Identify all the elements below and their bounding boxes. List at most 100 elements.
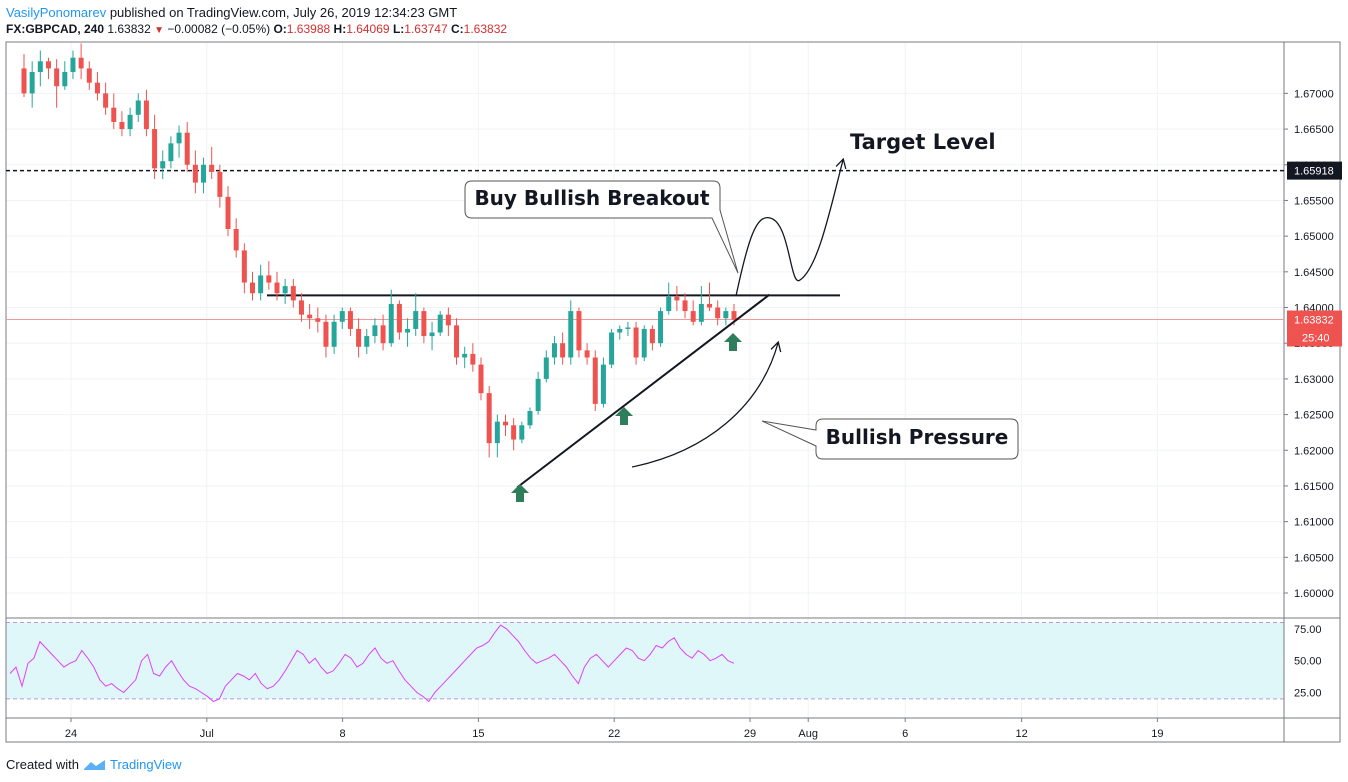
- high-value: 1.64069: [346, 22, 390, 36]
- candle-body: [609, 332, 615, 365]
- breakout-projection-path[interactable]: [735, 157, 847, 297]
- candle: [600, 357, 606, 408]
- candle-body: [298, 300, 304, 315]
- candle: [445, 307, 451, 337]
- up-arrow-icon: [615, 407, 633, 425]
- candle: [192, 150, 198, 194]
- time-tick-label: 24: [65, 728, 77, 740]
- price-tick-label: 1.65500: [1294, 195, 1334, 207]
- candle-body: [625, 327, 631, 329]
- down-triangle-icon: ▼: [154, 25, 165, 36]
- candle-body: [29, 71, 35, 94]
- candle-body: [347, 311, 353, 329]
- candle-body: [707, 303, 713, 308]
- rsi-axis[interactable]: 75.00 50.00 25.00: [1294, 624, 1322, 700]
- candle-body: [54, 68, 60, 87]
- price-tags: 1.65918 1.63832 25:40: [1287, 161, 1342, 347]
- time-axis[interactable]: 24 Jul 8 15 22 29 Aug 6 12 19: [65, 718, 1164, 740]
- candle-body: [454, 325, 460, 358]
- symbol-label: FX:GBPCAD, 240: [6, 22, 105, 36]
- candle-body: [731, 311, 737, 320]
- candle: [347, 307, 353, 337]
- candle-body: [339, 311, 345, 322]
- countdown-tag: [1287, 328, 1342, 347]
- candle: [323, 314, 329, 358]
- price-tick-label: 1.60000: [1294, 588, 1334, 600]
- candle-body: [641, 328, 647, 358]
- close-value: 1.63832: [463, 22, 508, 36]
- rsi-tick-label: 75.00: [1294, 624, 1322, 636]
- candle: [649, 325, 655, 351]
- candle: [617, 325, 623, 340]
- tradingview-link[interactable]: TradingView: [110, 757, 182, 772]
- open-label: O:: [273, 22, 287, 36]
- candle: [250, 271, 256, 301]
- candle-body: [527, 411, 533, 426]
- candle: [723, 307, 729, 326]
- candle-body: [209, 164, 215, 172]
- candle-body: [658, 311, 664, 344]
- candle: [421, 307, 427, 344]
- price-tick-label: 1.64500: [1294, 267, 1334, 279]
- candle: [633, 321, 639, 365]
- author-link[interactable]: VasilyPonomarev: [6, 5, 107, 20]
- candle: [527, 407, 533, 429]
- candle: [217, 164, 223, 208]
- candle-body: [723, 311, 729, 319]
- candle: [160, 150, 166, 180]
- last-price: 1.63832: [107, 22, 151, 36]
- candle-body: [176, 132, 182, 144]
- current-price-tag: [1287, 310, 1342, 329]
- candle-body: [560, 343, 566, 358]
- price-tick-label: 1.62500: [1294, 410, 1334, 422]
- symbol-info: FX:GBPCAD, 240 1.63832 ▼ −0.00082 (−0.05…: [6, 22, 507, 36]
- candle: [380, 314, 386, 351]
- high-label: H:: [333, 22, 347, 36]
- candle: [707, 282, 713, 312]
- candle: [54, 59, 60, 108]
- candle: [666, 282, 672, 315]
- candle-body: [494, 421, 500, 444]
- up-arrow-icon: [724, 333, 742, 351]
- candle: [21, 54, 27, 97]
- price-tick-label: 1.62000: [1294, 445, 1334, 457]
- current-price-tag-label: 1.63832: [1294, 315, 1334, 327]
- ascending-trendline[interactable]: [516, 293, 771, 489]
- rsi-tick-label: 50.00: [1294, 656, 1322, 668]
- candle-body: [584, 350, 590, 358]
- candle: [274, 271, 280, 301]
- candle-body: [192, 164, 198, 183]
- candle: [37, 50, 43, 87]
- candle-body: [396, 303, 402, 333]
- created-with-text: Created with: [6, 757, 79, 772]
- candle-body: [388, 303, 394, 344]
- candle: [470, 343, 476, 372]
- time-tick-label: 6: [902, 728, 908, 740]
- price-axis[interactable]: 1.670001.665001.660001.655001.650001.645…: [1284, 88, 1334, 600]
- candle: [339, 307, 345, 329]
- candle: [429, 321, 435, 351]
- candle-body: [160, 161, 166, 169]
- price-tick-label: 1.63000: [1294, 374, 1334, 386]
- candle: [62, 61, 68, 90]
- candle-body: [201, 164, 207, 183]
- candle: [111, 93, 117, 130]
- up-arrow-icon: [511, 484, 529, 502]
- candle: [674, 286, 680, 312]
- candle: [502, 414, 508, 436]
- candle: [315, 307, 321, 333]
- time-tick-label: Aug: [798, 728, 818, 740]
- candle-body: [78, 57, 84, 69]
- bullish-pressure-arrow[interactable]: [631, 340, 782, 468]
- candle-body: [250, 282, 256, 294]
- rsi-line: [9, 624, 735, 703]
- candle-body: [274, 282, 280, 294]
- candle: [551, 336, 557, 365]
- time-tick-label: 19: [1151, 728, 1163, 740]
- candle: [396, 300, 402, 340]
- candle: [241, 243, 247, 294]
- candle-body: [331, 321, 337, 347]
- candle: [290, 278, 296, 308]
- candle: [413, 293, 419, 337]
